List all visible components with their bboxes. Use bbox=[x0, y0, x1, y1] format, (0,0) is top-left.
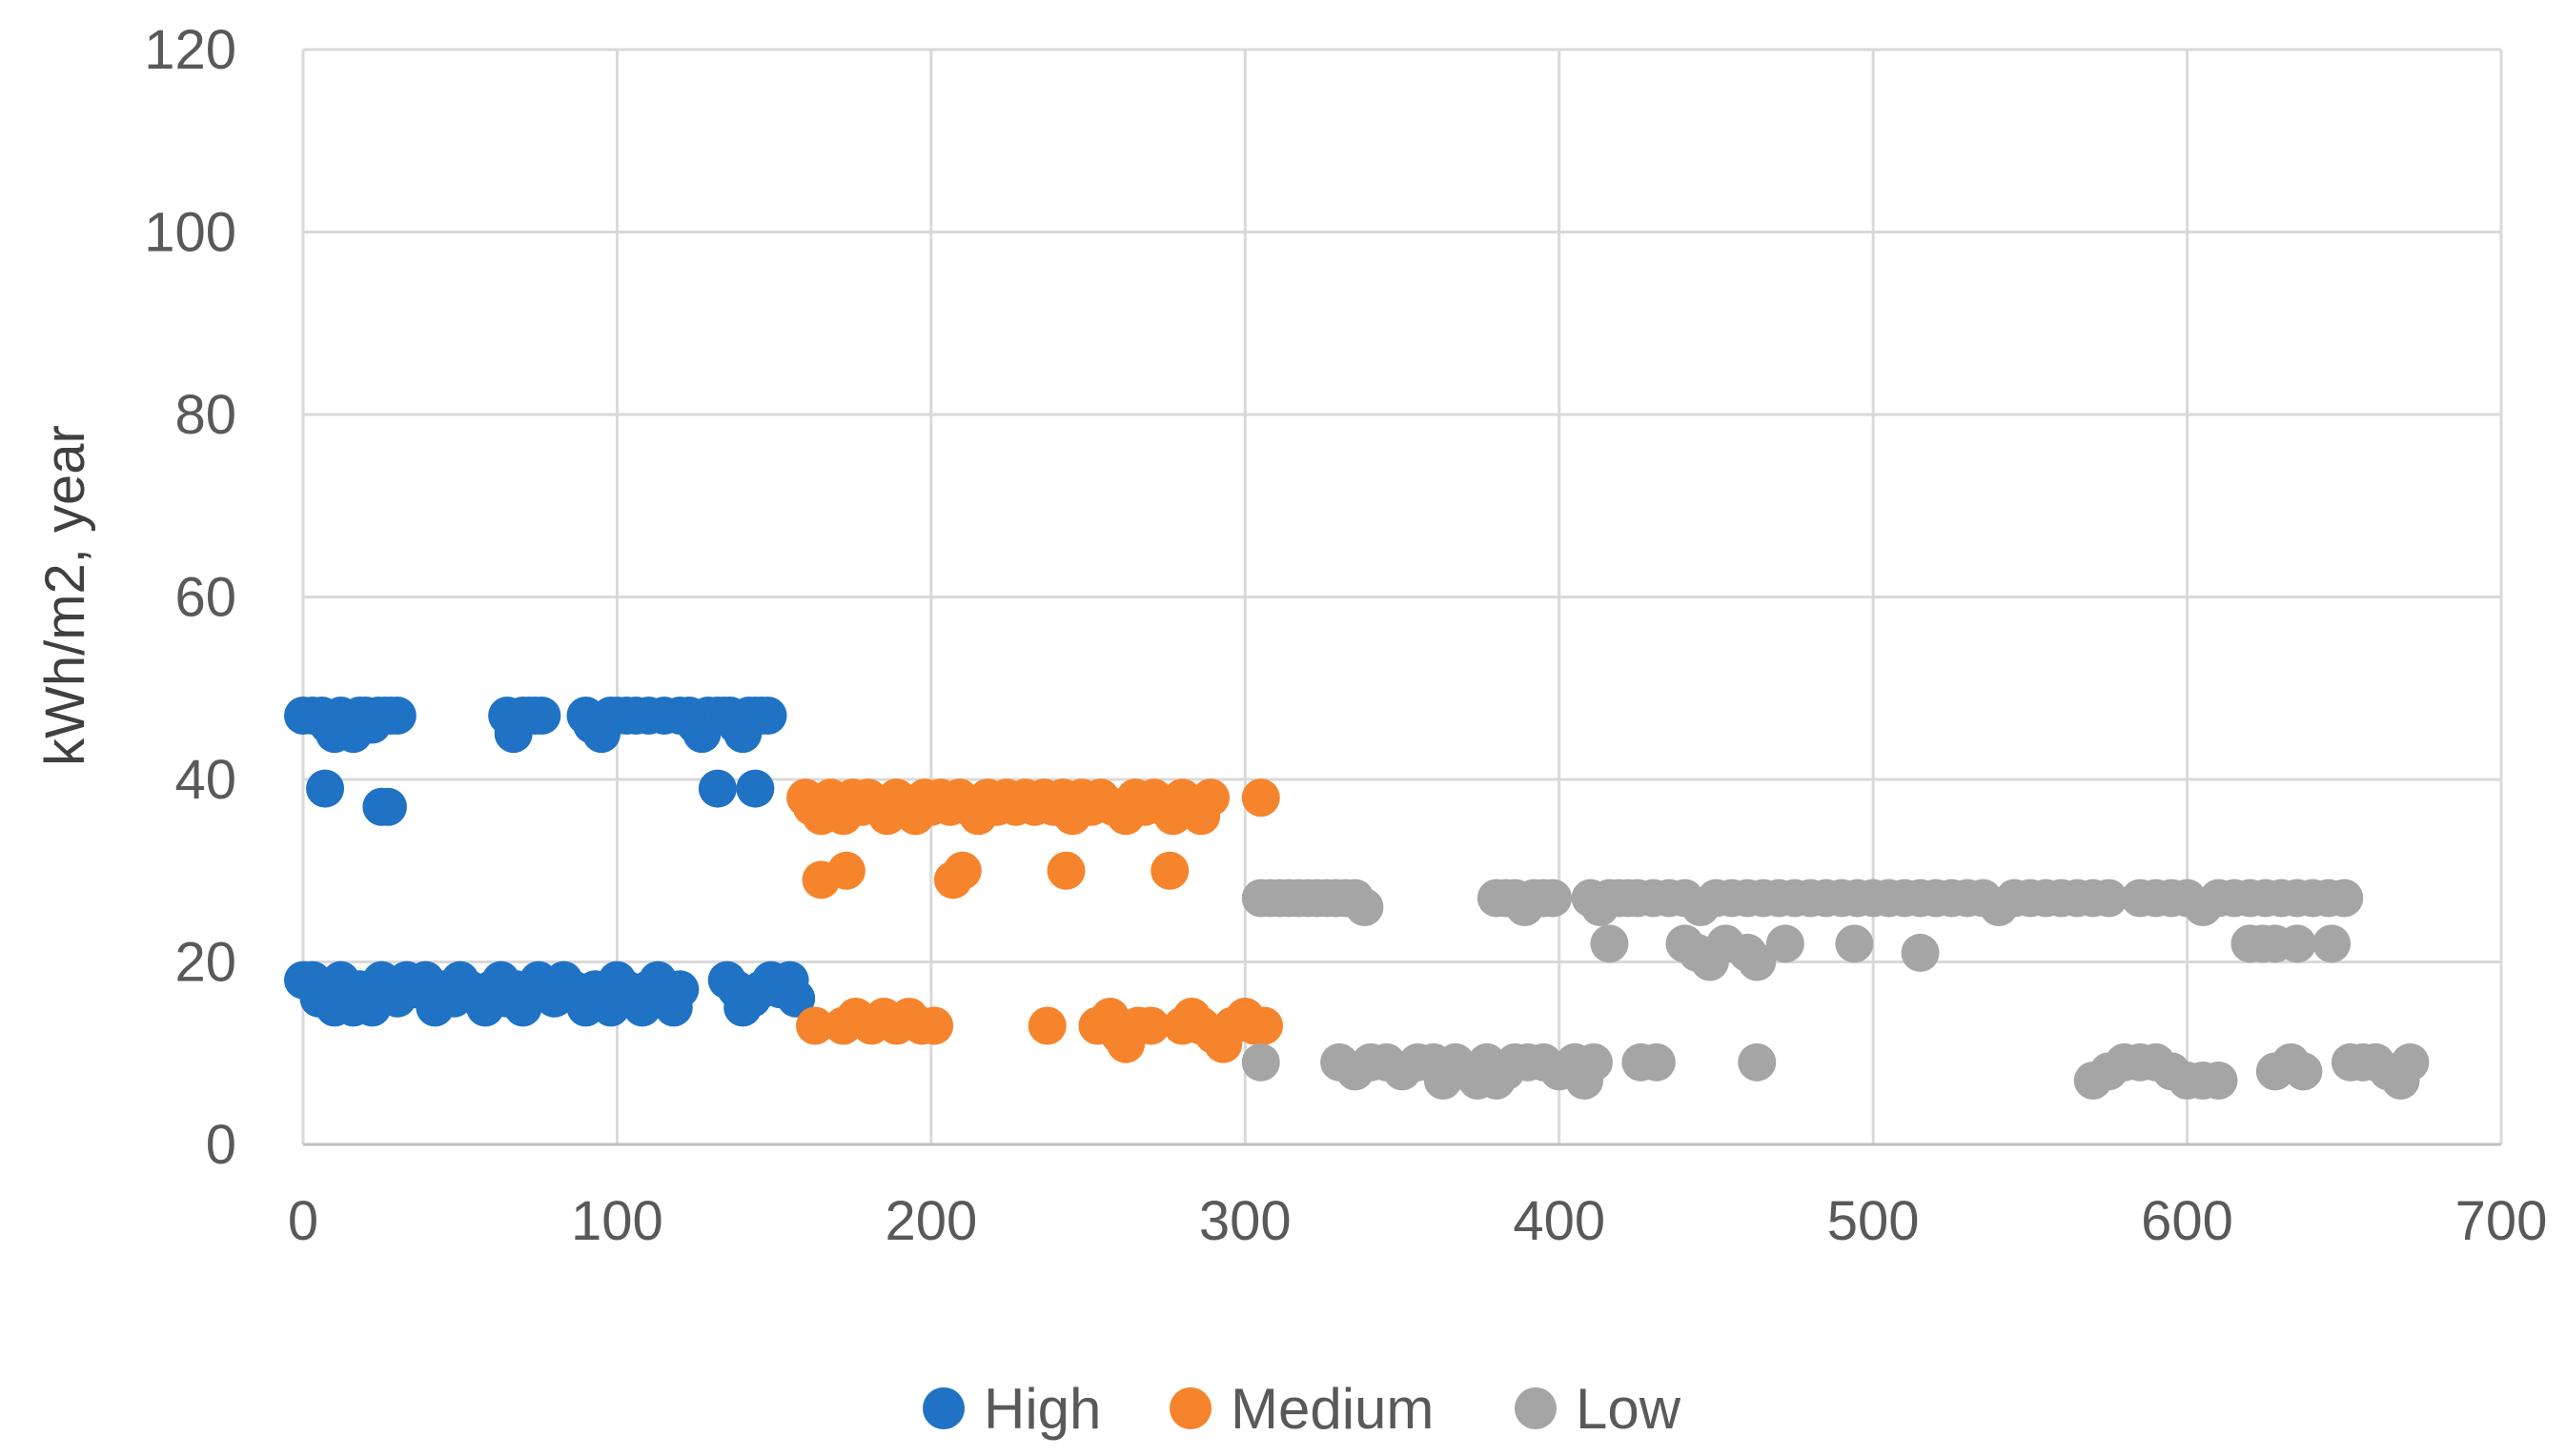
data-point bbox=[943, 851, 982, 890]
data-point bbox=[1534, 879, 1573, 918]
data-point bbox=[1191, 779, 1231, 818]
y-tick-label: 60 bbox=[174, 567, 236, 629]
data-point bbox=[1151, 851, 1190, 890]
data-point bbox=[698, 769, 737, 808]
series-low bbox=[1241, 879, 2430, 1100]
data-point bbox=[1901, 933, 1940, 972]
x-tick-label: 300 bbox=[1199, 1190, 1292, 1252]
legend-label: Low bbox=[1576, 1377, 1681, 1441]
y-tick-label: 100 bbox=[144, 202, 236, 264]
data-point bbox=[368, 787, 407, 826]
x-tick-label: 500 bbox=[1827, 1190, 1920, 1252]
data-point bbox=[2277, 924, 2316, 963]
data-point bbox=[1241, 1042, 1280, 1082]
data-point bbox=[1738, 1042, 1777, 1082]
y-tick-label: 80 bbox=[174, 384, 236, 446]
series-high bbox=[284, 696, 816, 1027]
data-point bbox=[2089, 879, 2128, 918]
data-point bbox=[777, 979, 816, 1018]
data-point bbox=[2312, 924, 2352, 963]
data-point bbox=[1574, 1042, 1613, 1082]
data-point bbox=[736, 769, 775, 808]
legend-marker-medium bbox=[1170, 1387, 1212, 1429]
data-point bbox=[1245, 1006, 1284, 1045]
data-point bbox=[748, 696, 787, 735]
data-point bbox=[522, 696, 561, 735]
grid bbox=[301, 48, 2503, 1146]
y-tick-label: 0 bbox=[206, 1114, 236, 1176]
y-axis-title: kWh/m2, year bbox=[34, 425, 96, 766]
data-point bbox=[1765, 924, 1804, 963]
data-point bbox=[661, 970, 700, 1009]
series-medium bbox=[786, 779, 1284, 1063]
data-point bbox=[1241, 779, 1280, 818]
x-tick-label: 600 bbox=[2141, 1190, 2233, 1252]
data-point bbox=[1047, 851, 1086, 890]
data-point bbox=[1028, 1006, 1067, 1045]
y-tick-label: 20 bbox=[174, 932, 236, 994]
data-point bbox=[2391, 1042, 2430, 1082]
x-tick-label: 0 bbox=[288, 1190, 318, 1252]
y-tick-label: 120 bbox=[144, 19, 236, 81]
legend-label: High bbox=[984, 1377, 1101, 1441]
data-point bbox=[2284, 1052, 2323, 1091]
x-tick-label: 400 bbox=[1513, 1190, 1605, 1252]
y-tick-label: 40 bbox=[174, 749, 236, 811]
data-point bbox=[915, 1006, 954, 1045]
data-point bbox=[2325, 879, 2364, 918]
data-point bbox=[1637, 1042, 1676, 1082]
data-point bbox=[1345, 888, 1384, 927]
data-point bbox=[377, 696, 417, 735]
axes: 0 20 40 60 80 100 120 0 100 200 300 400 500 600 700 bbox=[144, 19, 2547, 1252]
x-tick-label: 100 bbox=[571, 1190, 663, 1252]
x-tick-label: 200 bbox=[885, 1190, 977, 1252]
legend-marker-low bbox=[1515, 1387, 1557, 1429]
data-point bbox=[1590, 924, 1629, 963]
data-point bbox=[826, 851, 866, 890]
data-point bbox=[1738, 942, 1777, 981]
data-point bbox=[1131, 1006, 1171, 1045]
legend-label: Medium bbox=[1231, 1377, 1434, 1441]
data-points bbox=[284, 696, 2430, 1100]
data-point bbox=[1835, 924, 1874, 963]
x-tick-label: 700 bbox=[2455, 1190, 2548, 1252]
data-point bbox=[2199, 1061, 2238, 1100]
legend-marker-high bbox=[923, 1387, 965, 1429]
legend: High Medium Low bbox=[923, 1377, 1681, 1441]
data-point bbox=[306, 769, 345, 808]
data-point bbox=[795, 1006, 834, 1045]
